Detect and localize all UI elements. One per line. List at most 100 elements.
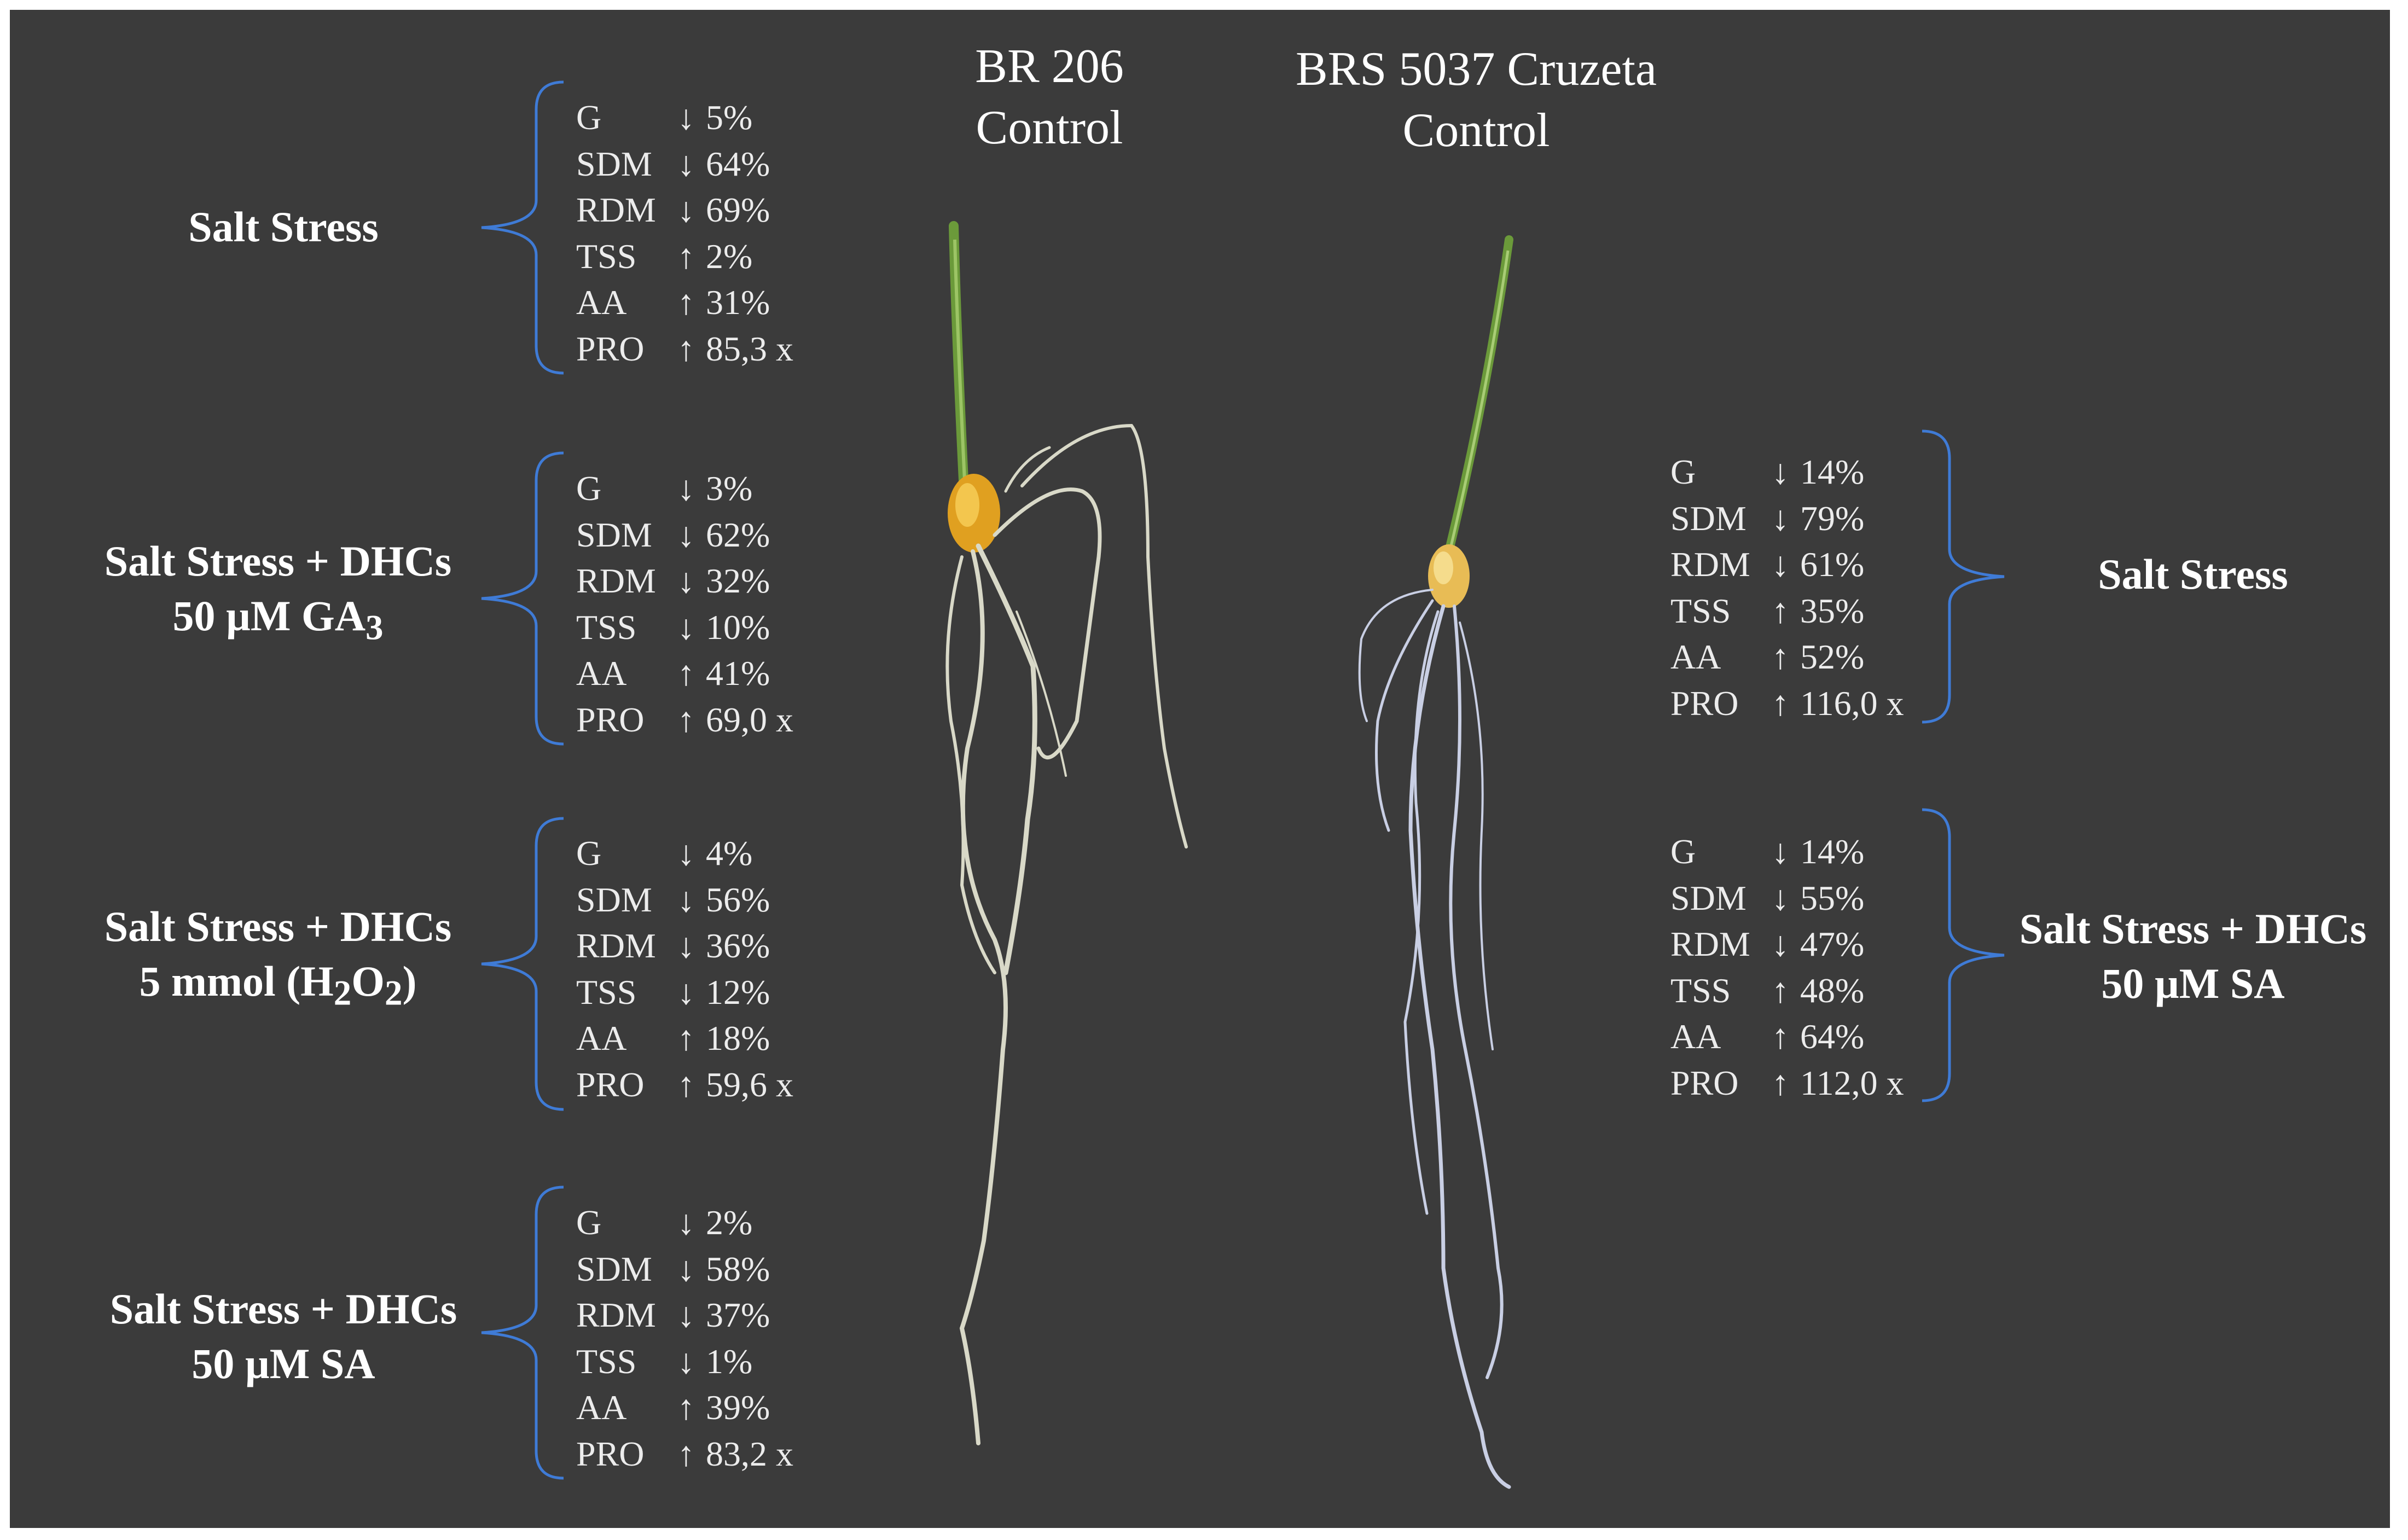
parameter-label: AA <box>1670 1017 1721 1056</box>
parameter-change: ↑ 18% <box>677 1015 770 1062</box>
arrow-down-icon: ↓ <box>1772 498 1789 538</box>
arrow-up-icon: ↑ <box>1772 971 1789 1010</box>
parameter-change: ↓ 36% <box>677 923 770 969</box>
parameter-change: ↓ 14% <box>1772 829 1864 875</box>
parameter-label: PRO <box>576 1434 645 1473</box>
parameter-change: ↓ 2% <box>677 1200 752 1246</box>
parameter-label: RDM <box>1670 545 1750 584</box>
left-group-3-label-line1: Salt Stress + DHCs <box>104 903 452 950</box>
parameter-label: PRO <box>576 1065 645 1104</box>
title-brs5037-line1: BRS 5037 Cruzeta <box>1296 43 1657 96</box>
arrow-down-icon: ↓ <box>677 561 695 600</box>
parameter-value: 18% <box>706 1019 770 1057</box>
parameter-label: G <box>576 1203 602 1242</box>
parameter-label: PRO <box>576 329 645 368</box>
parameter-value: 32% <box>706 561 770 600</box>
parameter-label: RDM <box>576 561 656 600</box>
arrow-down-icon: ↓ <box>677 834 695 873</box>
parameter-label: TSS <box>1670 971 1731 1010</box>
arrow-down-icon: ↓ <box>677 98 695 137</box>
arrow-up-icon: ↑ <box>1772 1063 1789 1102</box>
parameter-change: ↑ 31% <box>677 280 770 326</box>
left-group-1-label: Salt Stress <box>76 200 491 254</box>
parameter-label: SDM <box>1670 498 1746 538</box>
left-group-4-label-line2: 50 µM SA <box>192 1340 375 1387</box>
parameter-value: 41% <box>706 654 770 693</box>
parameter-value: 12% <box>706 972 770 1012</box>
parameter-change: ↓ 47% <box>1772 921 1864 968</box>
parameter-value: 83,2 x <box>706 1434 793 1473</box>
parameter-value: 3% <box>706 469 753 508</box>
roots-brs5037 <box>1358 589 1511 1489</box>
parameter-value: 10% <box>706 607 770 647</box>
parameter-value: 64% <box>1800 1017 1865 1056</box>
parameter-change: ↓ 1% <box>677 1339 752 1385</box>
title-br206: BR 206 Control <box>929 36 1170 159</box>
arrow-up-icon: ↑ <box>1772 683 1789 723</box>
parameter-change: ↓ 56% <box>677 877 770 923</box>
bracket-left-4 <box>481 1185 564 1480</box>
parameter-value: 2% <box>706 1203 753 1242</box>
parameter-change: ↑ 85,3 x <box>677 326 793 373</box>
figure-panel: BR 206 Control BRS 5037 Cruzeta Control … <box>10 10 2390 1528</box>
left-group-3-label: Salt Stress + DHCs 5 mmol (H2O2) <box>65 899 491 1021</box>
parameter-change: ↑ 112,0 x <box>1772 1060 1904 1107</box>
seedling-br206 <box>945 221 1188 1445</box>
arrow-up-icon: ↑ <box>677 654 695 693</box>
arrow-down-icon: ↓ <box>677 1203 695 1242</box>
title-brs5037: BRS 5037 Cruzeta Control <box>1252 39 1701 161</box>
parameter-value: 31% <box>706 283 770 322</box>
parameter-value: 35% <box>1800 591 1865 630</box>
parameter-value: 14% <box>1800 832 1865 871</box>
arrow-up-icon: ↑ <box>1772 1017 1789 1056</box>
parameter-change: ↑ 59,6 x <box>677 1062 793 1108</box>
parameter-label: RDM <box>576 190 656 229</box>
arrow-up-icon: ↑ <box>677 700 695 739</box>
left-brackets <box>481 80 564 1480</box>
arrow-down-icon: ↓ <box>677 144 695 183</box>
title-br206-line2: Control <box>976 101 1123 154</box>
left-group-3-label-line2: 5 mmol (H2O2) <box>139 957 417 1013</box>
bracket-left-3 <box>481 817 564 1111</box>
right-group-1-label-line1: Salt Stress <box>2098 550 2288 598</box>
parameter-change: ↓ 14% <box>1772 449 1864 496</box>
parameter-value: 116,0 x <box>1800 683 1904 723</box>
parameter-value: 5% <box>706 98 753 137</box>
parameter-label: SDM <box>576 144 652 183</box>
parameter-value: 61% <box>1800 545 1865 584</box>
parameter-value: 59,6 x <box>706 1065 793 1104</box>
bracket-left-1 <box>481 80 564 375</box>
arrow-down-icon: ↓ <box>677 190 695 229</box>
parameter-change: ↓ 55% <box>1772 875 1864 922</box>
parameter-change: ↓ 58% <box>677 1246 770 1293</box>
parameter-label: TSS <box>1670 591 1731 630</box>
parameter-change: ↑ 64% <box>1772 1014 1864 1060</box>
left-group-2-label-line1: Salt Stress + DHCs <box>104 537 452 585</box>
arrow-down-icon: ↓ <box>677 515 695 554</box>
parameter-label: AA <box>576 654 627 693</box>
parameter-label: TSS <box>576 236 637 276</box>
parameter-change: ↑ 48% <box>1772 968 1864 1014</box>
parameter-change: ↑ 39% <box>677 1385 770 1431</box>
parameter-label: AA <box>576 1388 627 1427</box>
bracket-right-1 <box>1922 429 2005 724</box>
parameter-value: 79% <box>1800 498 1865 538</box>
parameter-change: ↑ 69,0 x <box>677 697 793 743</box>
arrow-up-icon: ↑ <box>677 1065 695 1104</box>
parameter-label: TSS <box>576 972 637 1012</box>
parameter-change: ↓ 79% <box>1772 496 1864 542</box>
left-group-2-label: Salt Stress + DHCs 50 µM GA3 <box>65 534 491 655</box>
parameter-change: ↑ 116,0 x <box>1772 681 1904 727</box>
parameter-change: ↓ 3% <box>677 466 752 512</box>
parameter-label: PRO <box>1670 1063 1739 1102</box>
parameter-value: 37% <box>706 1295 770 1334</box>
parameter-label: G <box>1670 452 1696 491</box>
parameter-label: SDM <box>576 1249 652 1288</box>
parameter-change: ↓ 5% <box>677 95 752 141</box>
parameter-label: G <box>1670 832 1696 871</box>
title-brs5037-line2: Control <box>1402 104 1550 157</box>
arrow-down-icon: ↓ <box>677 1295 695 1334</box>
arrow-down-icon: ↓ <box>1772 878 1789 917</box>
arrow-up-icon: ↑ <box>677 1388 695 1427</box>
parameter-label: AA <box>576 283 627 322</box>
